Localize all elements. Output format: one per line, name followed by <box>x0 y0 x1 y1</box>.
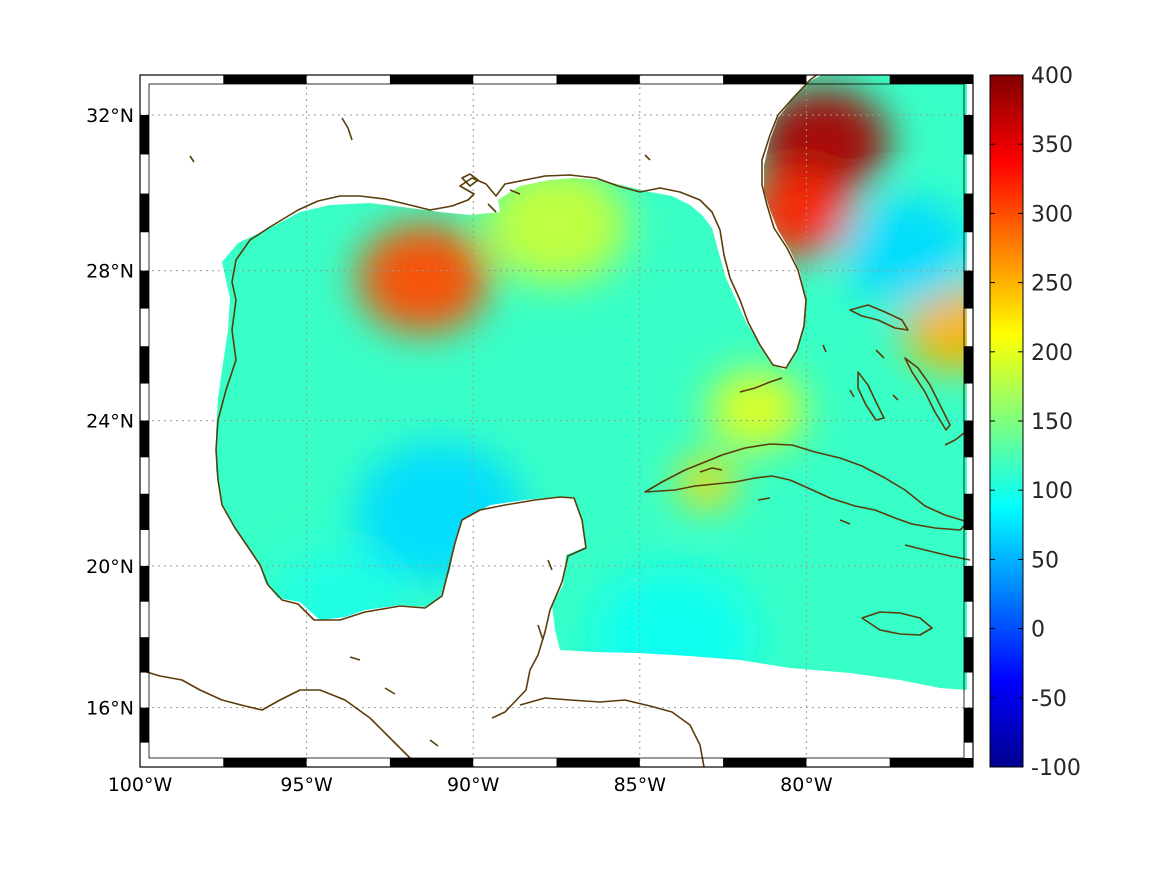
field-feature <box>708 369 805 450</box>
frame-segment <box>964 193 973 233</box>
frame-segment <box>223 758 307 767</box>
frame-segment <box>556 75 640 84</box>
field-feature <box>357 223 490 334</box>
frame-segment <box>964 114 973 155</box>
field-feature <box>273 546 406 657</box>
colorbar-ticks: 400 350 300 250 200 150 100 50 0 -50 -100 <box>990 64 1081 781</box>
frame-segment <box>140 493 149 530</box>
coast-florida-keys <box>739 377 783 393</box>
frame-segment <box>140 420 149 458</box>
frame-segment <box>964 270 973 309</box>
x-tick-label: 85°W <box>614 774 667 796</box>
frame-segment <box>140 270 149 309</box>
frame-segment <box>964 637 973 673</box>
coast-jamaica <box>861 611 933 636</box>
x-tick-label: 95°W <box>280 774 333 796</box>
colorbar-tick-label: 150 <box>1031 410 1073 435</box>
frame-segment <box>964 420 973 458</box>
coast-bahamas-small <box>822 344 899 401</box>
frame-segment <box>723 758 807 767</box>
gridlines <box>140 75 973 767</box>
frame-segment <box>223 75 307 84</box>
colorbar-tick-label: 350 <box>1031 133 1073 158</box>
frame-segment <box>140 193 149 233</box>
field-feature <box>902 282 967 373</box>
coast-mexico-west <box>215 299 587 719</box>
colorbar-tick-label: 300 <box>1031 202 1073 227</box>
frame-segment <box>964 346 973 384</box>
x-tick-label: 80°W <box>780 774 833 796</box>
frame-segment <box>723 75 807 84</box>
colorbar-tick-label: 50 <box>1031 548 1059 573</box>
y-tick-label: 24°N <box>86 411 134 433</box>
colorbar-tick-label: 400 <box>1031 64 1073 89</box>
frame-segment <box>140 114 149 155</box>
coast-bahamas-eleuthera <box>904 357 951 431</box>
coast-bahamas-abaco <box>849 304 909 331</box>
coast-central-america <box>519 697 705 767</box>
coast-louisiana-marsh <box>189 117 651 213</box>
frame-segment <box>964 707 973 743</box>
coast-yucatan-bits <box>349 559 553 747</box>
colorbar-tick-label: -100 <box>1031 756 1081 781</box>
frame-segment <box>140 346 149 384</box>
map-frame <box>139 74 974 768</box>
field-feature <box>840 196 967 307</box>
colorbar-tick-label: 250 <box>1031 272 1073 297</box>
coast-mexico-pacific <box>140 669 421 767</box>
frame-segment <box>964 565 973 602</box>
y-axis-ticks: 16°N 20°N 24°N 28°N 32°N <box>86 105 134 720</box>
coast-us-gulf <box>231 75 818 369</box>
y-tick-label: 28°N <box>86 261 134 283</box>
frame-segment <box>889 75 973 84</box>
frame-segment <box>889 758 973 767</box>
colorbar: 400 350 300 250 200 150 100 50 0 -50 -100 <box>989 64 1081 781</box>
colorbar-tick-label: 100 <box>1031 479 1073 504</box>
coast-cuba-detail <box>699 467 851 525</box>
x-axis-ticks: 100°W 95°W 90°W 85°W 80°W <box>108 774 833 796</box>
frame-segment <box>389 758 474 767</box>
colorbar-tick-label: 200 <box>1031 341 1073 366</box>
frame-segment <box>140 565 149 602</box>
x-tick-label: 100°W <box>108 774 173 796</box>
coast-bahamas-andros <box>857 371 885 421</box>
frame-segment <box>389 75 474 84</box>
x-tick-label: 90°W <box>447 774 500 796</box>
colorbar-tick-label: -50 <box>1031 687 1067 712</box>
y-tick-label: 20°N <box>86 556 134 578</box>
frame-segment <box>140 707 149 743</box>
field-feature <box>484 164 629 285</box>
frame-segment <box>556 758 640 767</box>
colorbar-tick-label: 0 <box>1031 618 1045 643</box>
frame-segment <box>964 493 973 530</box>
y-tick-label: 32°N <box>86 105 134 127</box>
y-tick-label: 16°N <box>86 698 134 720</box>
coast-hispaniola <box>904 544 971 561</box>
field-feature <box>589 567 758 690</box>
frame-segment <box>140 637 149 673</box>
